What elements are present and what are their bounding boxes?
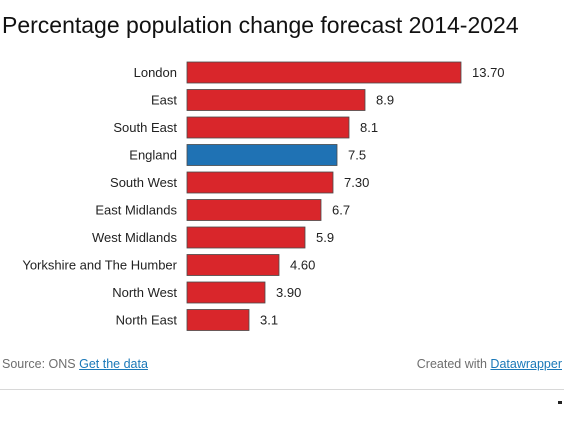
value-label-east-midlands: 6.7	[332, 203, 350, 218]
source-label: Source: ONS	[2, 357, 76, 371]
bar-west-midlands	[186, 226, 306, 249]
category-label-yorkshire-and-the-humber: Yorkshire and The Humber	[22, 258, 177, 273]
bar-north-east	[186, 309, 250, 331]
value-label-east: 8.9	[376, 93, 394, 108]
category-label-london: London	[134, 65, 177, 80]
bar-north-west	[186, 281, 266, 304]
value-label-london: 13.70	[472, 65, 505, 80]
value-label-north-west: 3.90	[276, 285, 301, 300]
category-label-east: East	[151, 93, 177, 108]
value-label-west-midlands: 5.9	[316, 230, 334, 245]
bar-london	[186, 61, 462, 84]
bar-south-east	[186, 116, 350, 139]
get-the-data-link[interactable]: Get the data	[79, 357, 148, 371]
bar-south-west	[186, 171, 334, 194]
value-label-north-east: 3.1	[260, 313, 278, 328]
value-label-england: 7.5	[348, 148, 366, 163]
category-label-south-east: South East	[113, 120, 177, 135]
value-label-yorkshire-and-the-humber: 4.60	[290, 258, 315, 273]
datawrapper-link[interactable]: Datawrapper	[490, 357, 562, 371]
bar-east-midlands	[186, 199, 322, 221]
credit-note: Created with Datawrapper	[417, 357, 562, 371]
category-label-north-east: North East	[116, 313, 178, 328]
bottom-divider	[0, 389, 564, 390]
chart-title: Percentage population change forecast 20…	[2, 12, 519, 38]
source-note: Source: ONS Get the data	[2, 357, 148, 371]
category-label-east-midlands: East Midlands	[95, 203, 177, 218]
value-label-south-east: 8.1	[360, 120, 378, 135]
bar-england	[186, 144, 338, 166]
category-label-england: England	[129, 148, 177, 163]
bar-chart: London 13.70 East 8.9 South East 8.1 England 7.…	[22, 61, 505, 331]
value-label-south-west: 7.30	[344, 175, 369, 190]
category-label-south-west: South West	[110, 175, 177, 190]
corner-mark	[558, 401, 562, 404]
category-label-north-west: North West	[112, 285, 177, 300]
bar-east	[186, 89, 366, 111]
category-label-west-midlands: West Midlands	[92, 230, 178, 245]
credit-label: Created with	[416, 357, 487, 371]
bar-yorkshire-and-the-humber	[186, 254, 280, 276]
